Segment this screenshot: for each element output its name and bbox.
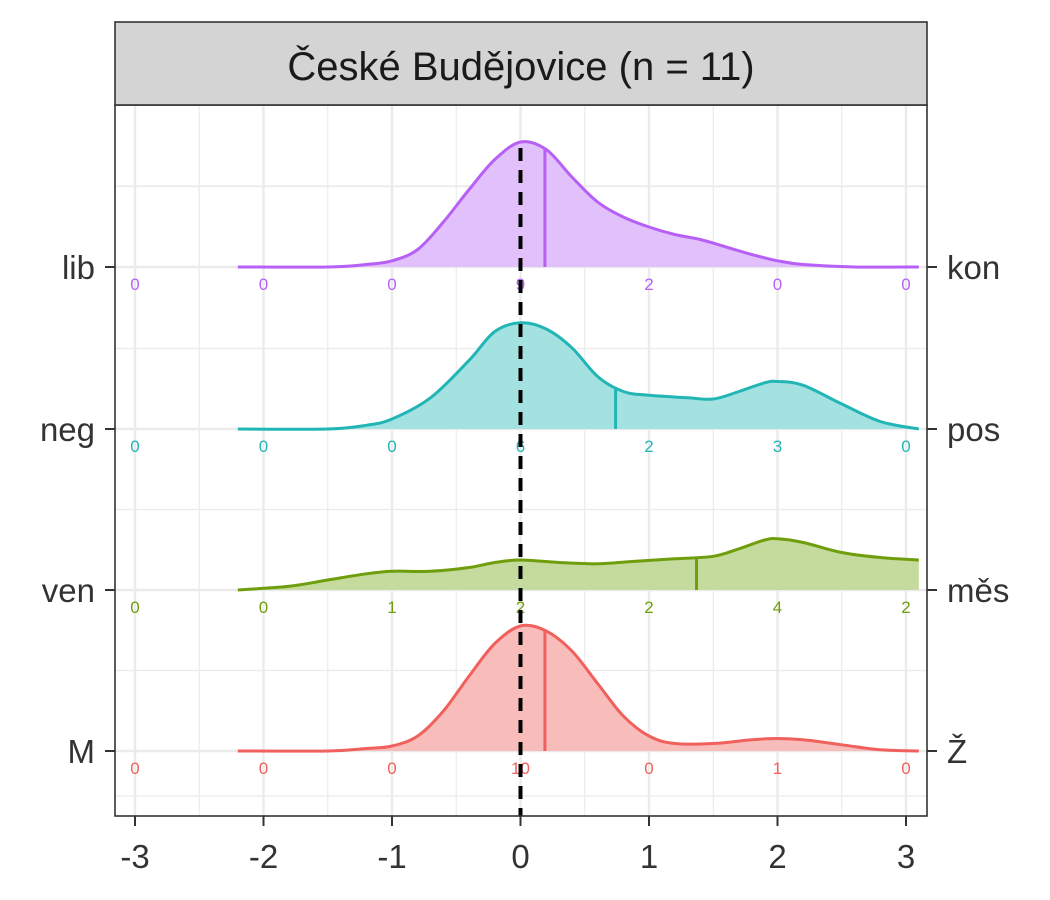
ridge-lib: 0009200 — [130, 140, 919, 294]
left-axis-label: neg — [40, 411, 95, 448]
count-label: 0 — [901, 275, 910, 294]
ridge-neg: 0006230 — [130, 321, 920, 456]
right-axis-label: Ž — [947, 733, 967, 770]
density-ridges: 00010010001224200062300009200 — [130, 140, 920, 778]
right-axis-label: měs — [947, 572, 1009, 609]
facet-title: České Budějovice (n = 11) — [287, 44, 754, 89]
count-label: 1 — [387, 598, 396, 617]
facet-strip — [114, 21, 928, 106]
count-label: 3 — [773, 437, 782, 456]
count-label: 4 — [773, 598, 782, 617]
count-label: 0 — [387, 275, 396, 294]
left-axis-label: ven — [42, 572, 95, 609]
x-tick-label: 1 — [640, 838, 658, 875]
count-label: 0 — [901, 437, 910, 456]
count-label: 0 — [130, 275, 139, 294]
right-axis-label: pos — [947, 411, 1000, 448]
density-line — [237, 537, 919, 592]
right-axis-label: kon — [947, 249, 1000, 286]
count-label: 2 — [901, 598, 910, 617]
count-label: 1 — [773, 759, 782, 778]
count-label: 0 — [130, 437, 139, 456]
count-label: 0 — [259, 437, 268, 456]
density-line — [237, 321, 920, 431]
x-tick-label: 0 — [511, 838, 529, 875]
density-area — [237, 141, 919, 268]
x-axis: -3 -2 -1 0 1 2 3 — [120, 816, 915, 875]
ridge-ven: 0 0 1 2 2 4 2 — [130, 537, 919, 617]
count-label: 0 — [259, 759, 268, 778]
density-area — [237, 322, 919, 430]
left-axis-label: M — [68, 733, 96, 770]
count-label: 0 — [387, 437, 396, 456]
count-label: 0 — [130, 598, 139, 617]
x-tick-label: 3 — [897, 838, 915, 875]
left-axis-label: lib — [62, 249, 95, 286]
count-label: 0 — [259, 598, 268, 617]
count-label: 2 — [516, 598, 525, 617]
count-label: 0 — [130, 759, 139, 778]
density-area — [237, 625, 919, 752]
ridge-M: 00010010 — [130, 623, 919, 778]
count-label: 2 — [644, 275, 653, 294]
count-label: 0 — [387, 759, 396, 778]
count-label: 0 — [644, 759, 653, 778]
density-line — [237, 140, 919, 269]
x-tick-label: -3 — [120, 838, 149, 875]
density-line — [237, 623, 919, 753]
count-label: 2 — [644, 437, 653, 456]
count-label: 0 — [259, 275, 268, 294]
count-label: 0 — [901, 759, 910, 778]
count-label: 2 — [644, 598, 653, 617]
x-tick-label: -2 — [249, 838, 278, 875]
x-tick-label: 2 — [768, 838, 786, 875]
count-label: 0 — [773, 275, 782, 294]
x-tick-label: -1 — [377, 838, 406, 875]
